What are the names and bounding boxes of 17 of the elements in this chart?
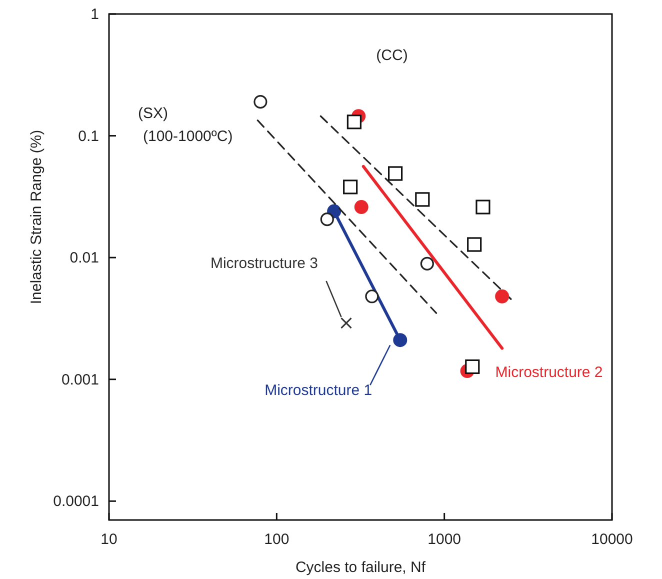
text: Microstructure 1	[264, 382, 372, 400]
y-tick-label: 0.1	[78, 128, 99, 145]
annotation: (CC)	[376, 47, 408, 64]
annotation: (100-1000ºC)	[143, 128, 233, 145]
x-axis-title: Cycles to failure, Nf	[295, 559, 426, 576]
y-tick-label: 0.001	[61, 371, 99, 388]
text: Microstructure 3	[210, 255, 318, 272]
x-tick-label: 10	[100, 531, 118, 548]
series-label: Microstructure 2	[495, 364, 603, 382]
y-axis-title: Inelastic Strain Range (%)	[28, 130, 45, 304]
x-tick-label: 100	[264, 531, 290, 548]
y-tick-label: 1	[90, 6, 99, 23]
x-tick-label: 10000	[591, 531, 633, 548]
annotation: (SX)	[138, 105, 168, 122]
y-tick-label: 0.01	[70, 250, 99, 267]
y-tick-label: 0.0001	[53, 493, 99, 510]
x-tick-label: 1000	[428, 531, 462, 548]
